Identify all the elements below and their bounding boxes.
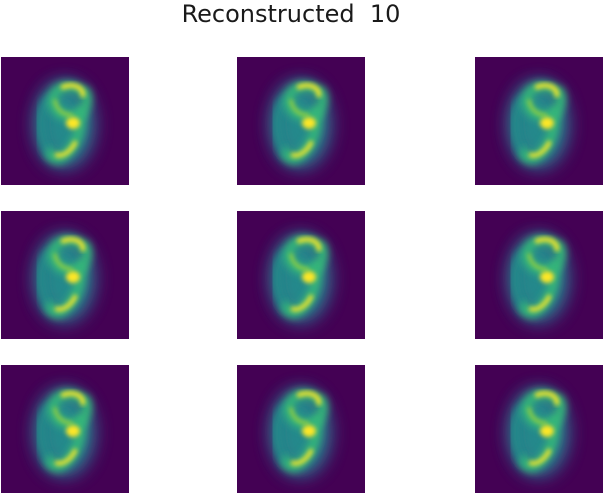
digit-render bbox=[475, 57, 603, 185]
reconstruction-image bbox=[475, 211, 603, 339]
digit-render bbox=[1, 365, 129, 493]
reconstruction-image bbox=[237, 365, 365, 493]
reconstruction-image bbox=[1, 365, 129, 493]
figure-title: Reconstructed 10 bbox=[181, 0, 401, 28]
digit-render bbox=[1, 211, 129, 339]
digit-render bbox=[1, 57, 129, 185]
reconstruction-image bbox=[475, 57, 603, 185]
digit-render bbox=[237, 365, 365, 493]
digit-render bbox=[475, 365, 603, 493]
reconstruction-image bbox=[475, 365, 603, 493]
reconstruction-image bbox=[1, 57, 129, 185]
digit-render bbox=[475, 211, 603, 339]
digit-render bbox=[237, 57, 365, 185]
reconstruction-image bbox=[1, 211, 129, 339]
reconstruction-image bbox=[237, 57, 365, 185]
reconstruction-image bbox=[237, 211, 365, 339]
digit-render bbox=[237, 211, 365, 339]
